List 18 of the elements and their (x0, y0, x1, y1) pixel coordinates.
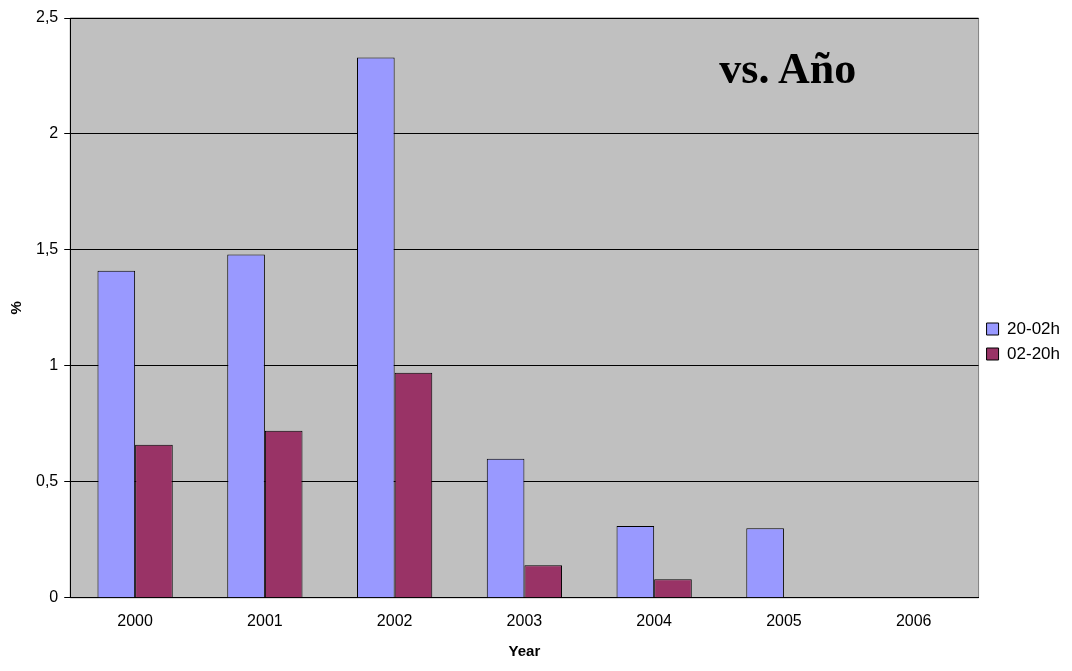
x-axis-title: Year (508, 642, 541, 660)
y-tick-label: 1,5 (35, 240, 59, 258)
x-tick-label: 2000 (117, 611, 154, 629)
y-tick-label: 0 (49, 588, 59, 606)
legend-label: 20-02h (1007, 318, 1060, 338)
text: vs. Año (719, 44, 857, 94)
legend-label: 02-20h (1007, 343, 1060, 363)
y-tick-label: 2,5 (35, 8, 59, 26)
y-axis-title: % (7, 301, 25, 315)
x-tick-label: 2004 (636, 611, 673, 629)
y-tick-label: 2 (49, 124, 59, 142)
x-tick-label: 2003 (506, 611, 543, 629)
x-tick-label: 2002 (376, 611, 413, 629)
x-tick-label: 2001 (247, 611, 283, 629)
y-tick-label: 0,5 (35, 472, 59, 490)
x-tick-label: 2005 (766, 611, 802, 629)
y-tick-label: 1 (49, 356, 59, 374)
x-tick-label: 2006 (895, 611, 932, 629)
